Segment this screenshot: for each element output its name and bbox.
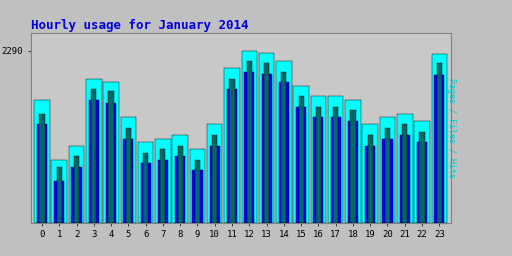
Bar xyxy=(328,97,344,223)
Bar xyxy=(298,97,304,223)
Bar xyxy=(244,72,254,223)
Bar xyxy=(368,135,373,223)
Y-axis label: Pages / Files / Hits: Pages / Files / Hits xyxy=(447,78,456,178)
Bar xyxy=(175,156,185,223)
Bar xyxy=(400,135,410,223)
Bar xyxy=(178,146,183,223)
Bar xyxy=(316,107,321,223)
Bar xyxy=(414,121,430,223)
Bar xyxy=(247,61,252,223)
Bar xyxy=(120,118,136,223)
Bar xyxy=(348,121,358,223)
Bar xyxy=(123,138,134,223)
Bar xyxy=(91,89,96,223)
Bar xyxy=(195,159,200,223)
Bar xyxy=(281,72,286,223)
Bar xyxy=(103,82,119,223)
Bar xyxy=(37,124,47,223)
Bar xyxy=(74,156,79,223)
Bar xyxy=(296,107,306,223)
Bar xyxy=(155,138,170,223)
Bar xyxy=(362,124,378,223)
Bar xyxy=(397,114,413,223)
Bar xyxy=(242,51,257,223)
Bar xyxy=(345,100,361,223)
Bar xyxy=(39,114,45,223)
Bar xyxy=(189,149,205,223)
Bar xyxy=(141,163,151,223)
Bar xyxy=(109,91,114,223)
Bar xyxy=(434,75,444,223)
Bar xyxy=(365,146,375,223)
Bar xyxy=(193,170,203,223)
Bar xyxy=(69,146,84,223)
Bar xyxy=(212,135,217,223)
Bar xyxy=(207,124,223,223)
Text: Hourly usage for January 2014: Hourly usage for January 2014 xyxy=(31,19,248,32)
Bar xyxy=(173,135,188,223)
Bar xyxy=(380,118,395,223)
Bar xyxy=(57,167,62,223)
Bar xyxy=(72,167,81,223)
Bar xyxy=(224,68,240,223)
Bar xyxy=(331,118,340,223)
Bar xyxy=(106,103,116,223)
Bar xyxy=(51,159,67,223)
Bar xyxy=(143,153,148,223)
Bar xyxy=(264,63,269,223)
Bar xyxy=(210,146,220,223)
Bar xyxy=(227,89,237,223)
Bar xyxy=(293,86,309,223)
Bar xyxy=(419,132,424,223)
Bar xyxy=(350,110,355,223)
Bar xyxy=(333,107,338,223)
Bar xyxy=(126,128,131,223)
Bar xyxy=(262,74,271,223)
Bar xyxy=(158,159,168,223)
Bar xyxy=(385,128,390,223)
Bar xyxy=(382,138,393,223)
Bar xyxy=(160,149,165,223)
Bar xyxy=(276,61,292,223)
Bar xyxy=(402,124,408,223)
Bar xyxy=(311,97,326,223)
Bar xyxy=(437,63,442,223)
Bar xyxy=(34,100,50,223)
Bar xyxy=(86,79,101,223)
Bar xyxy=(313,118,324,223)
Bar xyxy=(138,142,154,223)
Bar xyxy=(432,54,447,223)
Bar xyxy=(54,181,65,223)
Bar xyxy=(89,100,99,223)
Bar xyxy=(417,142,427,223)
Bar xyxy=(229,79,234,223)
Bar xyxy=(279,82,289,223)
Bar xyxy=(259,52,274,223)
